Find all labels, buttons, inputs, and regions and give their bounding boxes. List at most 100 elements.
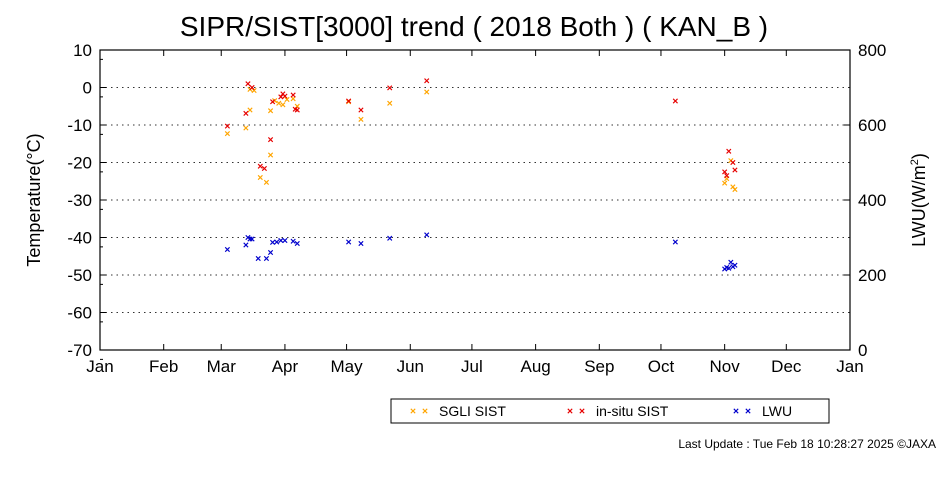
y2-axis-label-sup: 2 [909,159,921,165]
marker-in-situ-sist [387,85,393,91]
legend-box [390,398,830,424]
marker-in-situ-sist [726,148,732,154]
marker-sgli-sist [267,152,274,158]
x-tick-label: Jan [836,357,863,376]
marker-lwu [243,242,249,248]
marker-in-situ-sist [270,99,276,105]
last-update-text: Last Update : Tue Feb 18 10:28:27 2025 ©… [678,437,936,451]
x-tick-label: Dec [771,357,802,376]
y-tick-label: -10 [67,116,92,135]
marker-lwu [274,239,280,245]
y-tick-label: -70 [67,341,92,360]
marker-in-situ-sist [224,123,230,129]
marker-lwu [294,240,300,247]
marker-sgli-sist [290,96,296,102]
marker-lwu [732,262,738,268]
marker-in-situ-sist [722,169,728,175]
marker-in-situ-sist [290,92,296,98]
legend-marker [422,408,428,414]
x-tick-label: Oct [648,357,675,376]
y-tick-label: -60 [67,304,92,323]
legend-label: LWU [762,403,792,419]
marker-in-situ-sist [358,107,364,113]
marker-in-situ-sist [278,94,284,100]
data-markers [224,78,738,272]
legend-label: SGLI SIST [439,403,506,419]
legend-marker [579,408,585,414]
marker-lwu [424,232,430,238]
x-tick-label: Aug [520,357,550,376]
marker-sgli-sist [276,100,282,106]
legend: SGLI SIST in-situ SIST LWU [410,403,792,419]
marker-lwu [282,237,288,244]
x-tick-label: Feb [149,357,178,376]
marker-in-situ-sist [424,78,430,84]
marker-in-situ-sist [724,173,730,179]
marker-sgli-sist [243,125,249,131]
marker-in-situ-sist [732,167,738,173]
marker-lwu [267,249,274,256]
marker-lwu [672,239,678,245]
y-tick-labels: 10 0 -10 -20 -30 -40 -50 -60 -70 [67,41,92,360]
marker-sgli-sist [263,179,270,185]
marker-sgli-sist [247,107,253,113]
x-tick-labels: Jan Feb Mar Apr May Jun Jul Aug Sep Oct Nov Dec Jan [86,357,863,376]
x-tick-label: Jul [461,357,483,376]
marker-sgli-sist [267,108,274,114]
marker-lwu [290,238,296,244]
y-tick-label: -50 [67,266,92,285]
y2-axis-label-end: ) [909,153,929,159]
marker-lwu [387,235,393,241]
y2-tick-labels: 800 600 400 200 0 [858,41,886,360]
marker-lwu [255,255,261,262]
marker-lwu [270,239,276,245]
marker-sgli-sist [387,100,393,106]
y2-tick-label: 600 [858,116,886,135]
chart-title: SIPR/SIST[3000] trend ( 2018 Both ) ( KA… [180,11,768,42]
legend-marker [745,408,751,414]
y2-tick-label: 0 [858,341,867,360]
marker-lwu [263,255,270,262]
marker-sgli-sist [424,89,430,95]
marker-lwu [728,259,734,265]
marker-lwu [224,246,230,253]
y2-axis-label: LWU(W/m2) [909,153,929,247]
y2-tick-label: 800 [858,41,886,60]
marker-in-situ-sist [267,137,274,143]
y2-tick-label: 200 [858,266,886,285]
marker-lwu [358,240,364,247]
legend-marker [733,408,739,414]
marker-sgli-sist [732,186,738,193]
marker-in-situ-sist [249,84,255,91]
grid-lines [100,87,850,313]
x-tick-label: Apr [272,357,299,376]
marker-in-situ-sist [257,163,263,169]
x-tick-label: Nov [710,357,741,376]
axis-ticks [99,49,851,360]
marker-in-situ-sist [282,93,288,99]
marker-sgli-sist [280,102,286,108]
legend-label: in-situ SIST [596,403,669,419]
y2-axis-label-main: LWU(W/m [909,165,929,247]
x-tick-label: Mar [207,357,237,376]
marker-in-situ-sist [346,98,352,104]
marker-sgli-sist [358,116,364,122]
y-tick-label: 0 [83,79,92,98]
marker-sgli-sist [722,180,728,186]
marker-sgli-sist [257,174,263,181]
y-tick-label: 10 [73,41,92,60]
marker-sgli-sist [224,131,230,137]
marker-sgli-sist [251,87,257,94]
marker-sgli-sist [294,103,300,109]
y-axis-label: Temperature(°C) [24,133,44,266]
marker-in-situ-sist [243,110,249,116]
marker-in-situ-sist [245,81,251,87]
marker-lwu [346,239,352,245]
x-tick-label: Jan [86,357,113,376]
marker-sgli-sist [284,96,290,103]
marker-in-situ-sist [294,107,300,113]
x-tick-label: Jun [397,357,424,376]
marker-in-situ-sist [730,159,736,166]
y-tick-label: -20 [67,154,92,173]
